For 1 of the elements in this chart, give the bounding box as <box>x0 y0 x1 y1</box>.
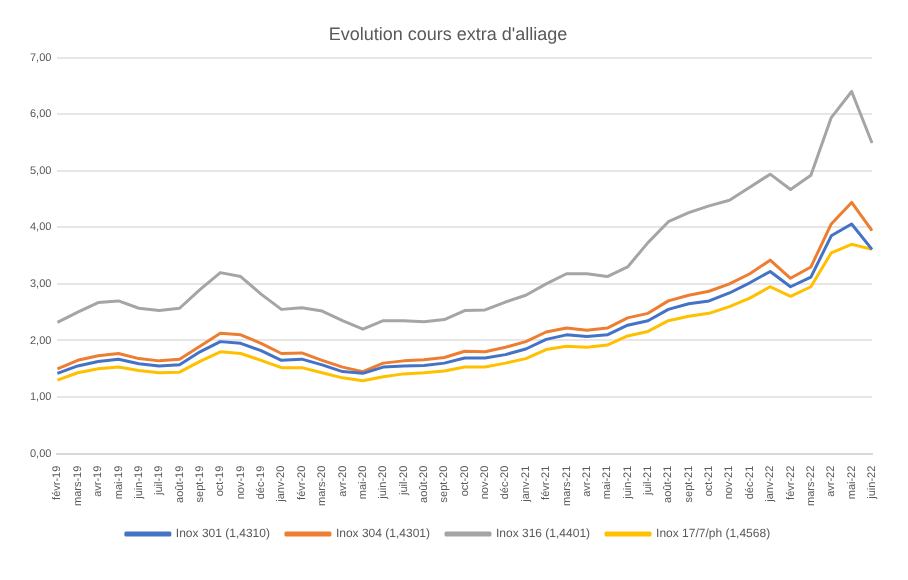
chart-title: Evolution cours extra d'alliage <box>328 23 568 44</box>
